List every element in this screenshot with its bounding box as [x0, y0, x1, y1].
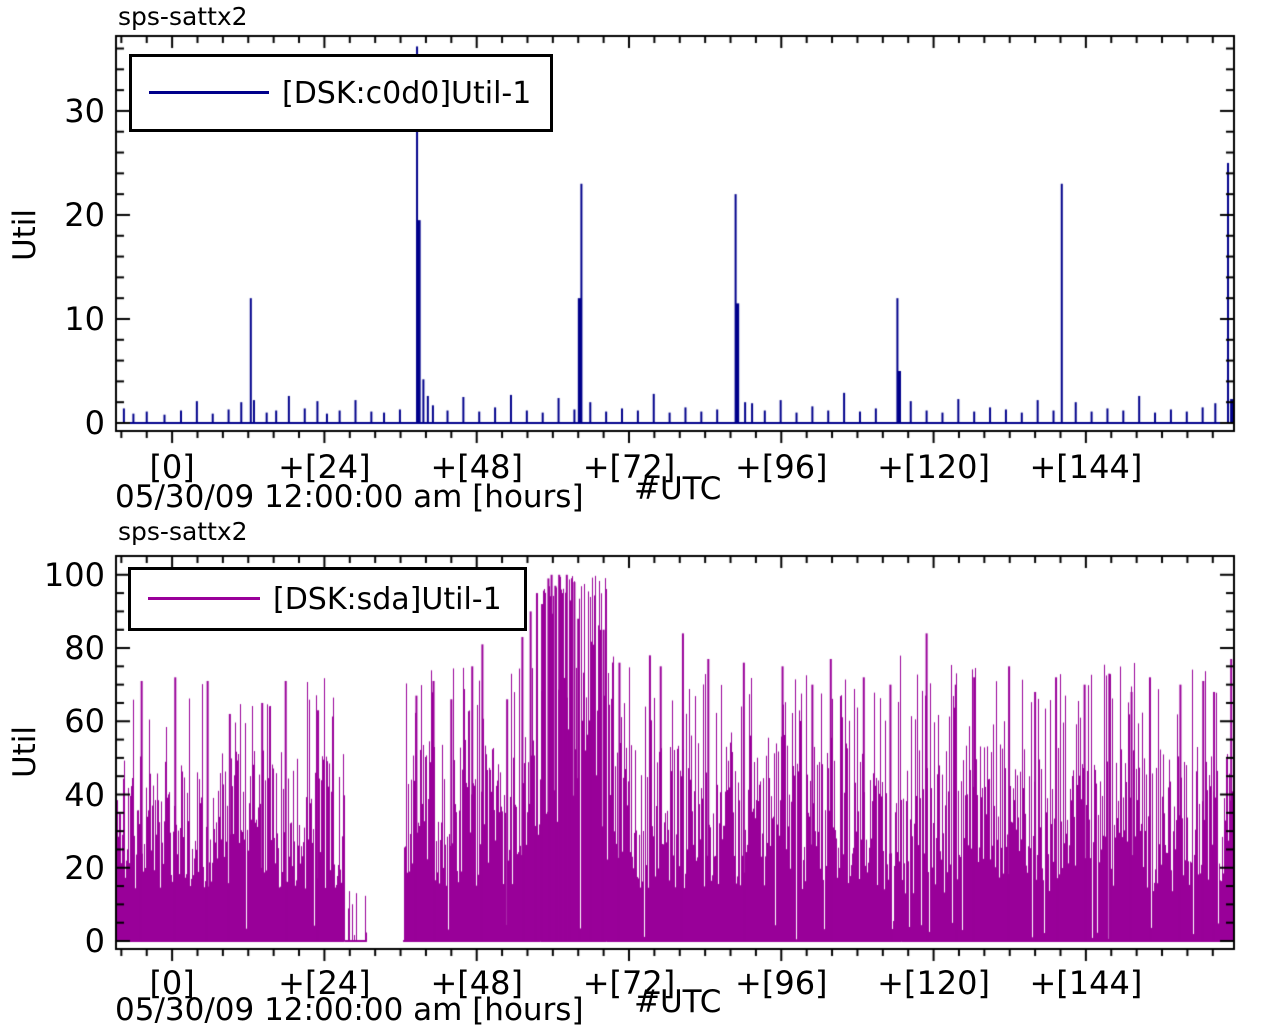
chart2-x-tick-72: +[72] — [582, 964, 676, 1002]
chart2-y-tick-60: 60 — [64, 702, 105, 741]
chart1-y-tick-20: 20 — [64, 195, 105, 234]
chart1-x-tick-120: +[120] — [877, 448, 990, 486]
chart1-x-tick-24: +[24] — [278, 448, 371, 486]
chart1-y-tick-30: 30 — [64, 91, 105, 130]
chart1-y-tick-10: 10 — [64, 299, 105, 338]
chart1-x-tick-48: +[48] — [430, 448, 523, 486]
chart1-legend: [DSK:c0d0]Util-1 — [129, 54, 553, 132]
chart2-x-tick-96: +[96] — [735, 964, 828, 1002]
chart2-y-tick-100: 100 — [43, 555, 105, 594]
chart2-legend-line-sample — [148, 597, 260, 600]
chart2-x-start-date-label: 05/30/09 12:00:00 am [hours] — [115, 992, 584, 1028]
chart1-x-axis-label: #UTC — [634, 471, 722, 507]
chart1-x-tick-96: +[96] — [735, 448, 828, 486]
chart1-legend-label: [DSK:c0d0]Util-1 — [282, 75, 532, 111]
chart2-legend-label: [DSK:sda]Util-1 — [273, 581, 502, 617]
chart1-x-tick-0: [0] — [149, 448, 195, 486]
chart1-legend-line-sample — [149, 91, 269, 94]
chart2-x-tick-24: +[24] — [278, 964, 371, 1002]
chart2-x-tick-48: +[48] — [430, 964, 523, 1002]
chart2-y-tick-80: 80 — [64, 629, 105, 668]
chart1-y-tick-0: 0 — [84, 404, 105, 442]
chart2-x-tick-144: +[144] — [1029, 964, 1143, 1002]
chart2-x-tick-120: +[120] — [877, 964, 990, 1002]
chart2-y-tick-0: 0 — [84, 922, 105, 960]
chart2-legend: [DSK:sda]Util-1 — [128, 567, 527, 631]
chart2-y-tick-20: 20 — [64, 848, 105, 887]
chart1-x-tick-72: +[72] — [582, 448, 676, 486]
chart1-x-tick-144: +[144] — [1029, 448, 1143, 486]
chart2-x-tick-0: [0] — [149, 964, 195, 1002]
chart2-x-axis-label: #UTC — [634, 984, 722, 1020]
chart1-y-axis-label: Util — [7, 208, 43, 262]
chart2-y-tick-40: 40 — [64, 775, 105, 814]
chart1-x-start-date-label: 05/30/09 12:00:00 am [hours] — [115, 479, 584, 515]
